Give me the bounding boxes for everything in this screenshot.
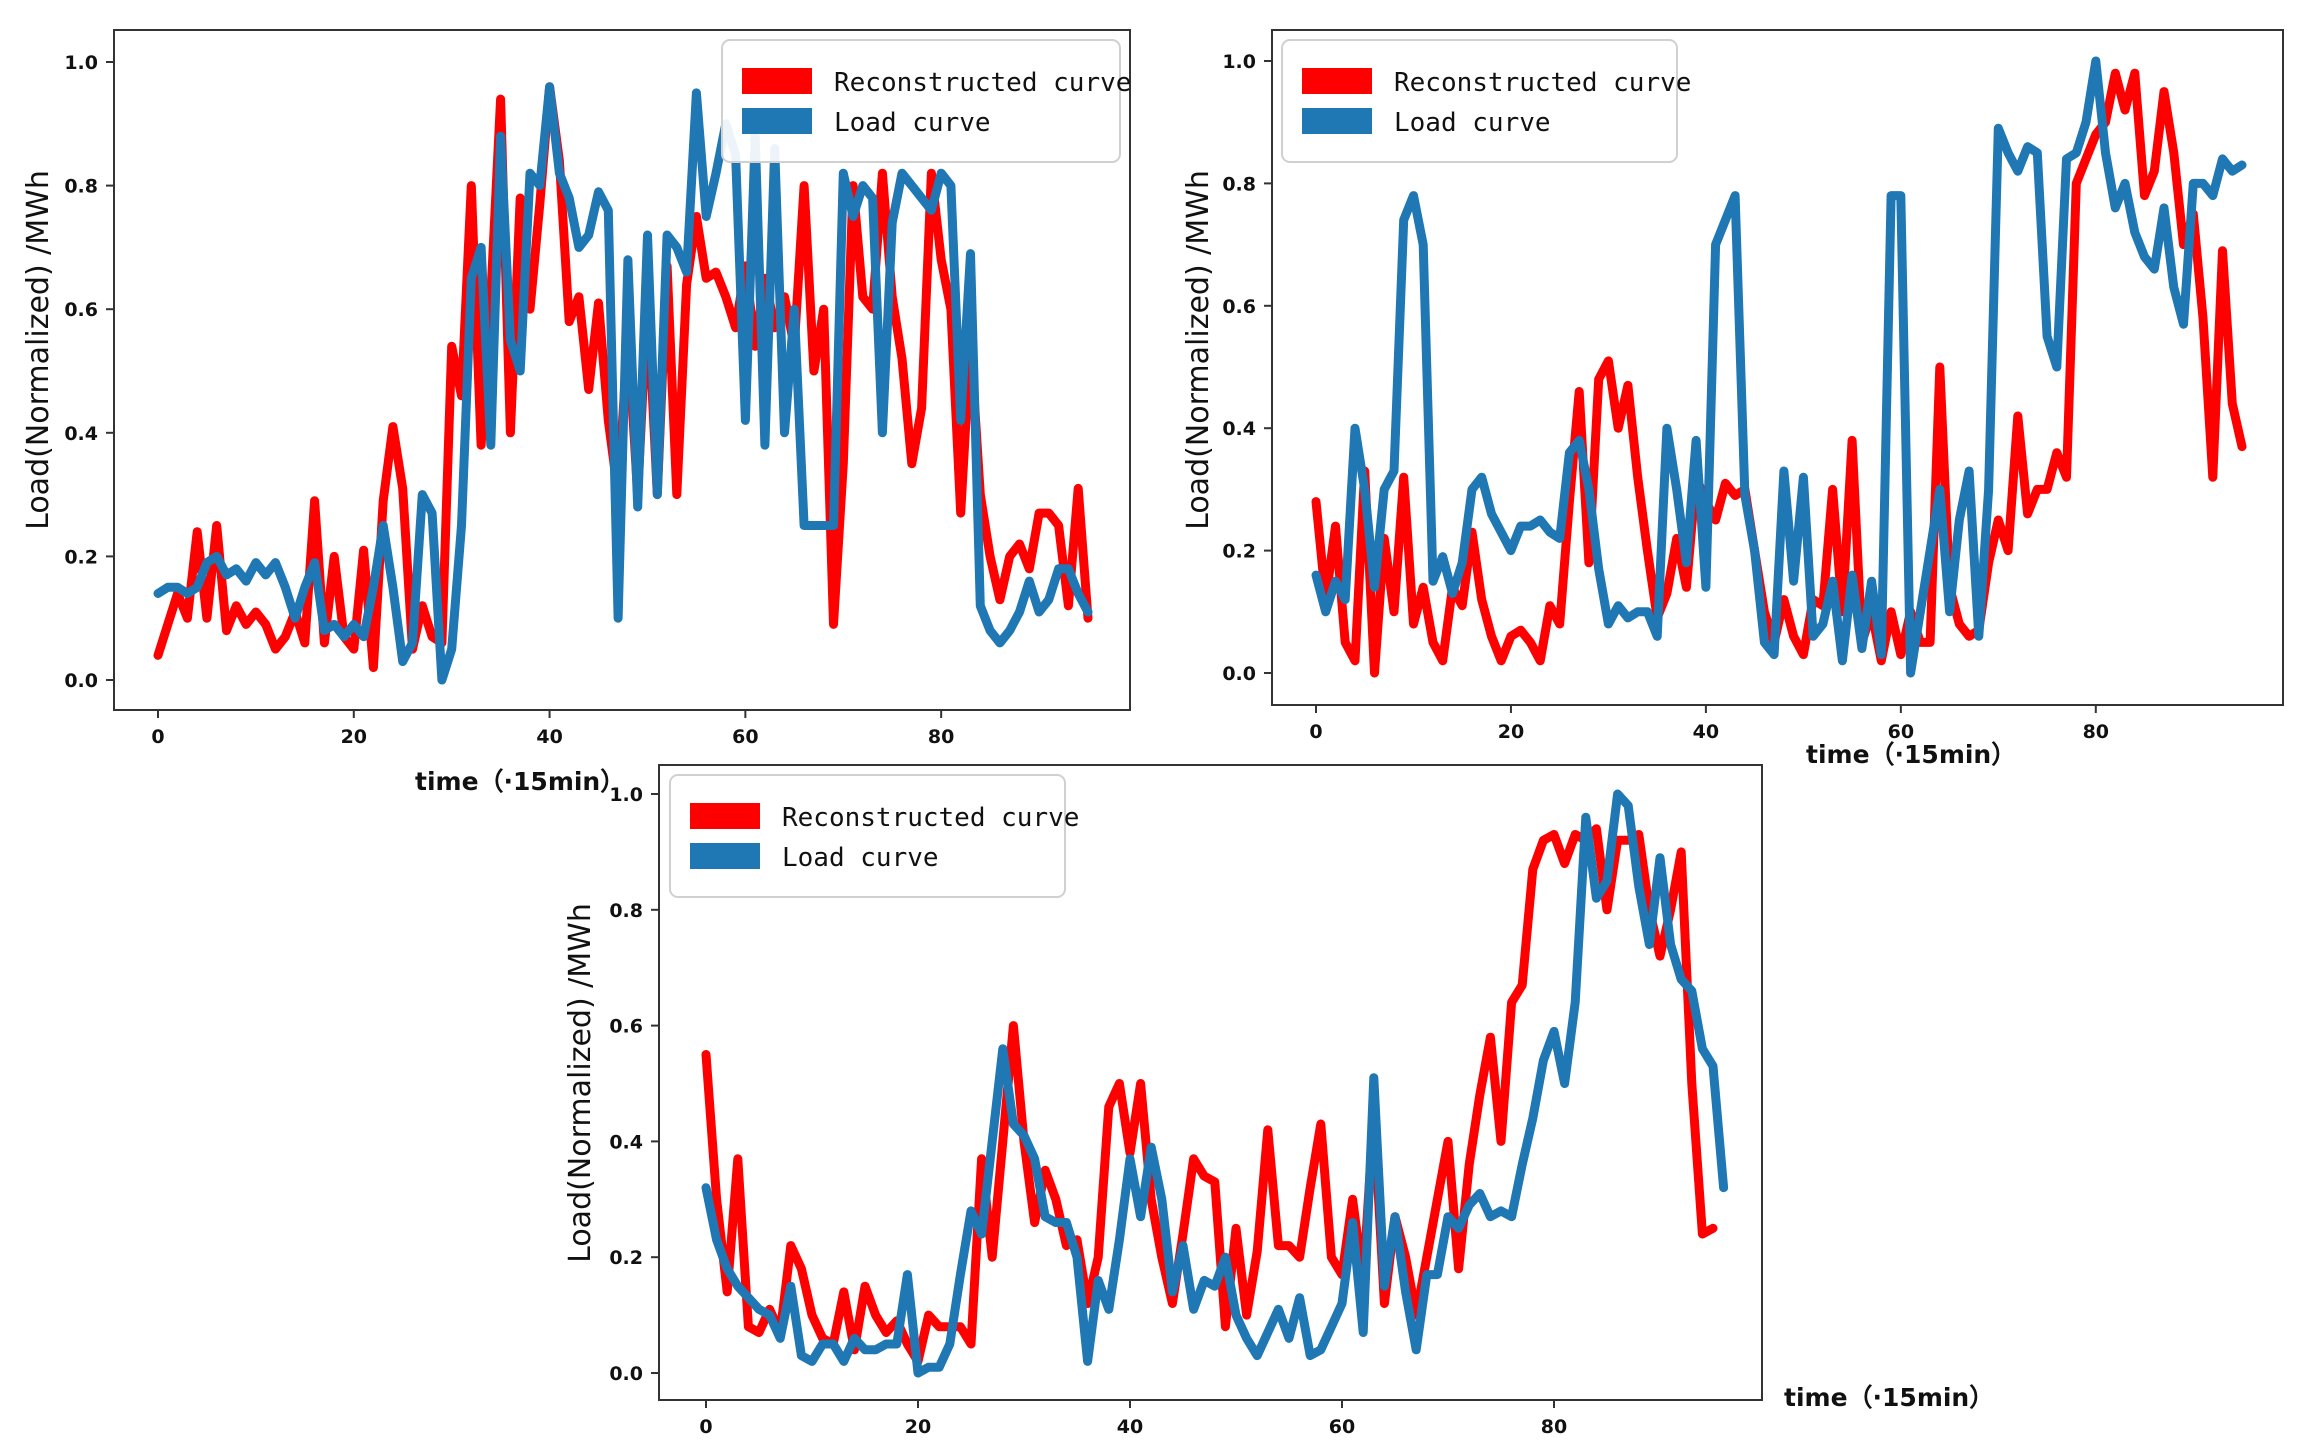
- y-tick-label: 0.4: [609, 1131, 643, 1153]
- x-tick-label: 60: [1329, 1416, 1355, 1438]
- legend-swatch-reconstructed: [690, 803, 760, 829]
- y-tick-label: 0.4: [64, 423, 98, 445]
- legend-label: Reconstructed curve: [1394, 68, 1691, 98]
- legend-label: Load curve: [1394, 108, 1551, 138]
- x-axis-label: time（·15min）: [1806, 740, 2016, 769]
- x-tick-label: 20: [1498, 721, 1524, 743]
- chart-1: 0 20 40 60 80 0.0 0.2 0.4 0.6 0.8 1.0 Load(Normaliz…: [21, 29, 1131, 796]
- series-line-reconstructed: [701, 824, 1718, 1366]
- legend-box: [721, 39, 1121, 163]
- legend-label: Reconstructed curve: [782, 803, 1079, 833]
- y-tick-label: 0.2: [1222, 541, 1256, 563]
- series-line-load: [701, 789, 1729, 1378]
- y-tick-label: 1.0: [64, 52, 98, 74]
- plot-frame: [658, 764, 1763, 1401]
- x-tick-label: 60: [732, 726, 758, 748]
- legend-label: Load curve: [834, 108, 991, 138]
- y-tick-label: 0.0: [609, 1363, 643, 1385]
- x-tick-label: 20: [905, 1416, 931, 1438]
- x-tick-label: 80: [928, 726, 954, 748]
- legend-swatch-load: [1302, 108, 1372, 134]
- legend-swatch-reconstructed: [742, 68, 812, 94]
- x-tick-label: 0: [699, 1416, 712, 1438]
- x-tick-label: 80: [2083, 721, 2109, 743]
- x-axis-label: time（·15min）: [415, 767, 625, 796]
- y-tick-label: 0.6: [64, 299, 98, 321]
- legend: Reconstructed curve Load curve: [721, 39, 1131, 163]
- legend-label: Load curve: [782, 843, 939, 873]
- legend: Reconstructed curve Load curve: [669, 774, 1079, 898]
- y-axis-label: Load(Normalized) /MWh: [563, 903, 598, 1263]
- x-tick-label: 40: [536, 726, 562, 748]
- legend-box: [1281, 39, 1678, 163]
- x-tick-label: 0: [1309, 721, 1322, 743]
- y-tick-label: 0.6: [1222, 296, 1256, 318]
- legend-swatch-load: [742, 108, 812, 134]
- x-axis-label: time（·15min）: [1784, 1383, 1994, 1412]
- y-tick-label: 0.0: [64, 670, 98, 692]
- y-tick-label: 0.8: [64, 176, 98, 198]
- y-axis-label: Load(Normalized) /MWh: [21, 170, 56, 530]
- plot-frame: [1271, 29, 2284, 706]
- x-tick-label: 60: [1888, 721, 1914, 743]
- y-tick-label: 0.2: [64, 546, 98, 568]
- y-tick-label: 0.6: [609, 1016, 643, 1038]
- x-tick-label: 40: [1693, 721, 1719, 743]
- y-axis-label: Load(Normalized) /MWh: [1181, 170, 1216, 530]
- series-line-load: [1311, 56, 2247, 678]
- y-tick-label: 0.8: [609, 900, 643, 922]
- x-tick-label: 20: [341, 726, 367, 748]
- y-tick-label: 0.8: [1222, 173, 1256, 195]
- x-tick-label: 80: [1541, 1416, 1567, 1438]
- chart-2: 0 20 40 60 80 0.0 0.2 0.4 0.6 0.8 1.0 Load(Normaliz…: [1181, 29, 2284, 769]
- y-tick-label: 0.4: [1222, 418, 1256, 440]
- plot-frame: [113, 29, 1131, 711]
- legend-swatch-reconstructed: [1302, 68, 1372, 94]
- x-tick-label: 0: [151, 726, 164, 748]
- y-tick-label: 0.2: [609, 1247, 643, 1269]
- legend-swatch-load: [690, 843, 760, 869]
- x-tick-label: 40: [1117, 1416, 1143, 1438]
- chart-3: 0 20 40 60 80 0.0 0.2 0.4 0.6 0.8 1.0 Load(Normaliz…: [563, 764, 1994, 1438]
- y-tick-label: 1.0: [1222, 51, 1256, 73]
- legend-box: [669, 774, 1066, 898]
- series-line-load: [153, 82, 1093, 685]
- y-tick-label: 0.0: [1222, 663, 1256, 685]
- y-tick-label: 1.0: [609, 784, 643, 806]
- legend-label: Reconstructed curve: [834, 68, 1131, 98]
- legend: Reconstructed curve Load curve: [1281, 39, 1691, 163]
